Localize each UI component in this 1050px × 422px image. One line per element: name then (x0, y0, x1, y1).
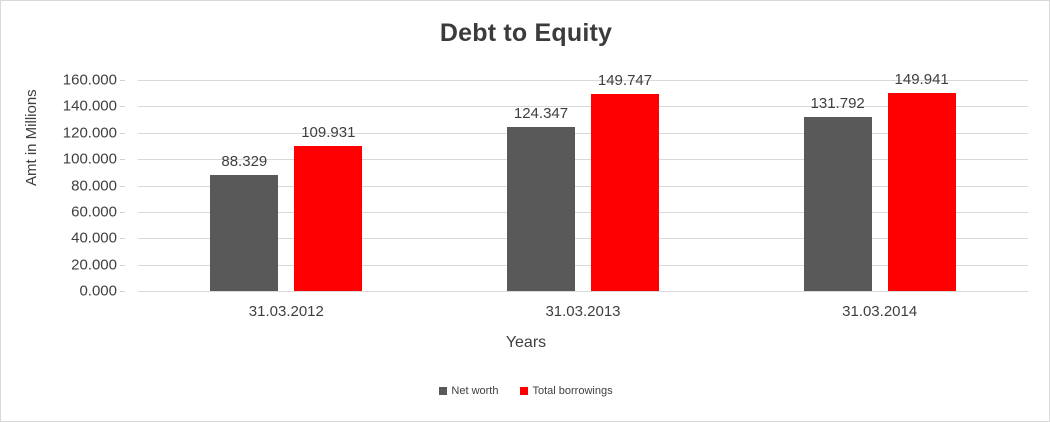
y-tick-mark (120, 291, 125, 292)
y-tick-mark (120, 106, 125, 108)
y-axis-title: Amt in Millions (23, 89, 40, 186)
bar-data-label: 131.792 (810, 95, 865, 113)
bar-data-label: 149.941 (894, 71, 949, 89)
x-tick-label: 31.03.2013 (545, 303, 621, 320)
bar-total-borrowings[interactable] (294, 146, 363, 291)
legend-item-total-borrowings[interactable]: Total borrowings (520, 385, 613, 397)
legend-label: Total borrowings (532, 385, 613, 397)
bar-data-label: 124.347 (513, 105, 569, 123)
y-tick-label: 140.000 (62, 97, 117, 115)
gridline (138, 264, 1028, 266)
y-tick-label: 60.000 (71, 203, 117, 221)
chart-legend: Net worth Total borrowings (1, 385, 1049, 397)
bar-total-borrowings[interactable] (591, 93, 659, 291)
bar-net-worth[interactable] (803, 117, 872, 291)
y-tick-label: 0.000 (79, 282, 117, 300)
bar-net-worth[interactable] (507, 127, 575, 291)
y-tick-label: 160.000 (62, 71, 117, 89)
bar-data-label: 149.747 (597, 71, 653, 89)
y-tick-label: 100.000 (62, 150, 117, 168)
y-axis: 0.000 20.000 40.000 60.000 80.000 100.000 120.… (1, 1, 138, 421)
gridline (138, 80, 1028, 81)
y-tick-mark (120, 238, 125, 240)
y-tick-mark (120, 159, 125, 161)
y-tick-label: 20.000 (71, 256, 117, 274)
legend-swatch-icon (439, 387, 448, 395)
y-tick-mark (120, 80, 125, 81)
chart-title: Debt to Equity (439, 19, 613, 47)
bar-total-borrowings[interactable] (887, 93, 956, 291)
x-axis-title: Years (505, 334, 547, 351)
gridline (138, 185, 1028, 187)
gridline (138, 238, 1028, 240)
y-tick-mark (120, 132, 125, 134)
gridline (138, 211, 1028, 213)
gridline (138, 159, 1028, 161)
y-tick-mark (120, 185, 125, 187)
bar-net-worth[interactable] (210, 174, 279, 291)
y-tick-mark (120, 264, 125, 266)
plot-area: 88.329 109.931 124.347 149.747 131.792 149.94… (138, 71, 1028, 292)
gridline (138, 291, 1028, 292)
legend-label: Net worth (451, 385, 499, 397)
legend-swatch-icon (520, 387, 529, 395)
bar-data-label: 88.329 (221, 152, 268, 170)
gridline (138, 106, 1028, 108)
bar-data-label: 109.931 (301, 124, 356, 142)
x-tick-label: 31.03.2012 (248, 303, 324, 320)
x-tick-label: 31.03.2014 (842, 303, 918, 320)
y-tick-label: 80.000 (71, 177, 117, 194)
gridline (138, 132, 1028, 134)
legend-item-net-worth[interactable]: Net worth (439, 385, 498, 397)
y-tick-label: 40.000 (71, 229, 117, 247)
y-tick-mark (120, 211, 125, 213)
y-tick-label: 120.000 (62, 124, 117, 142)
